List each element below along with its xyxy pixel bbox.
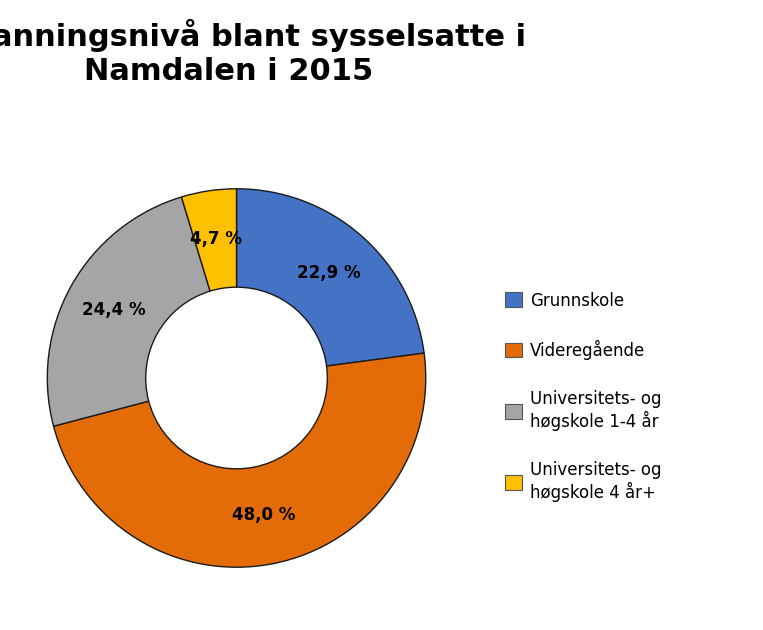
Text: Utdanningsnivå blant sysselsatte i
Namdalen i 2015: Utdanningsnivå blant sysselsatte i Namda… bbox=[0, 19, 526, 86]
Wedge shape bbox=[182, 189, 237, 291]
Text: 24,4 %: 24,4 % bbox=[82, 301, 146, 319]
Text: 48,0 %: 48,0 % bbox=[232, 507, 295, 524]
Wedge shape bbox=[237, 189, 424, 366]
Legend: Grunnskole, Videregående, Universitets- og
høgskole 1-4 år, Universitets- og
høg: Grunnskole, Videregående, Universitets- … bbox=[505, 292, 662, 502]
Text: 22,9 %: 22,9 % bbox=[297, 264, 361, 282]
Wedge shape bbox=[47, 197, 210, 427]
Wedge shape bbox=[53, 353, 426, 567]
Text: 4,7 %: 4,7 % bbox=[190, 231, 242, 248]
